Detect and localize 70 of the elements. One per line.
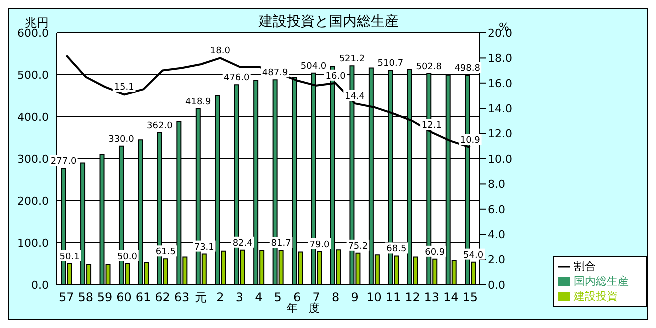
chart-title: 建設投資と国内総生産 — [259, 14, 399, 30]
x-axis-title: 年 度 — [287, 302, 320, 316]
data-label: 15.1 — [114, 83, 134, 94]
x-tick-label: 5 — [274, 290, 282, 305]
data-label: 418.9 — [186, 98, 212, 108]
data-label: 50.0 — [117, 252, 138, 262]
x-tick-label: 8 — [332, 290, 340, 305]
y2-tick-label: 0.0 — [488, 278, 506, 292]
y-tick-label: 500.0 — [18, 68, 49, 82]
y-tick-label: 200.0 — [18, 194, 49, 208]
x-tick-label: 10 — [366, 290, 382, 305]
data-label: 73.1 — [194, 242, 214, 253]
data-label: 510.7 — [378, 59, 404, 70]
data-label: 14.4 — [345, 92, 366, 102]
x-tick-label: 元 — [195, 290, 208, 305]
x-tick-label: 2 — [216, 290, 224, 305]
y2-tick-label: 12.0 — [488, 128, 512, 141]
y-axis-title: 兆円 — [25, 15, 49, 30]
data-label: 50.1 — [60, 252, 80, 262]
x-tick-label: 6 — [294, 290, 302, 305]
data-label: 498.8 — [454, 64, 481, 74]
data-label: 330.0 — [108, 134, 135, 145]
legend-label: 割合 — [574, 260, 596, 273]
data-label: 16.0 — [326, 72, 346, 82]
y2-tick-label: 14.0 — [488, 102, 512, 116]
data-label: 75.2 — [348, 242, 368, 252]
y-tick-label: 0.0 — [32, 278, 49, 292]
x-tick-label: 11 — [386, 290, 402, 305]
x-tick-label: 12 — [405, 290, 420, 305]
data-label: 502.8 — [416, 62, 442, 72]
x-tick-label: 59 — [97, 290, 113, 305]
y2-tick-label: 6.0 — [488, 203, 506, 216]
data-label: 68.5 — [386, 244, 407, 255]
data-label: 81.7 — [271, 239, 292, 250]
x-tick-label: 57 — [58, 290, 74, 305]
y2-tick-label: 10.0 — [488, 152, 512, 166]
x-tick-label: 4 — [255, 290, 263, 305]
x-tick-label: 14 — [444, 290, 459, 305]
data-label: 61.5 — [156, 248, 176, 258]
data-label: 476.0 — [224, 74, 250, 84]
data-label: 504.0 — [300, 62, 327, 72]
y-tick-label: 300.0 — [18, 152, 49, 166]
y2-tick-label: 18.0 — [488, 52, 512, 66]
data-label: 521.2 — [339, 54, 366, 65]
data-label: 82.4 — [232, 238, 254, 249]
x-tick-label: 9 — [351, 290, 359, 305]
y-tick-label: 100.0 — [18, 236, 49, 250]
y2-tick-label: 8.0 — [488, 178, 506, 192]
data-label: 362.0 — [147, 121, 174, 132]
x-tick-label: 3 — [236, 290, 244, 305]
data-label: 54.0 — [464, 250, 484, 261]
data-label: 277.0 — [50, 157, 77, 168]
x-tick-label: 58 — [78, 290, 94, 305]
data-label: 10.9 — [460, 136, 481, 146]
legend-label: 建設投資 — [574, 290, 618, 303]
data-label: 60.9 — [425, 248, 446, 258]
y2-tick-label: 2.0 — [488, 254, 506, 267]
x-tick-label: 60 — [116, 290, 132, 305]
data-label: 12.1 — [422, 121, 442, 132]
data-label: 18.0 — [210, 46, 231, 57]
x-tick-label: 62 — [155, 290, 170, 305]
x-tick-label: 63 — [174, 290, 190, 305]
x-tick-label: 61 — [136, 290, 152, 305]
y-tick-label: 400.0 — [18, 110, 49, 124]
data-label: 79.0 — [310, 240, 330, 250]
legend-label: 国内総生産 — [574, 275, 629, 288]
y2-tick-label: 16.0 — [488, 77, 512, 90]
x-tick-label: 13 — [424, 290, 440, 305]
y2-tick-label: 4.0 — [488, 228, 506, 242]
x-tick-label: 15 — [462, 290, 478, 305]
